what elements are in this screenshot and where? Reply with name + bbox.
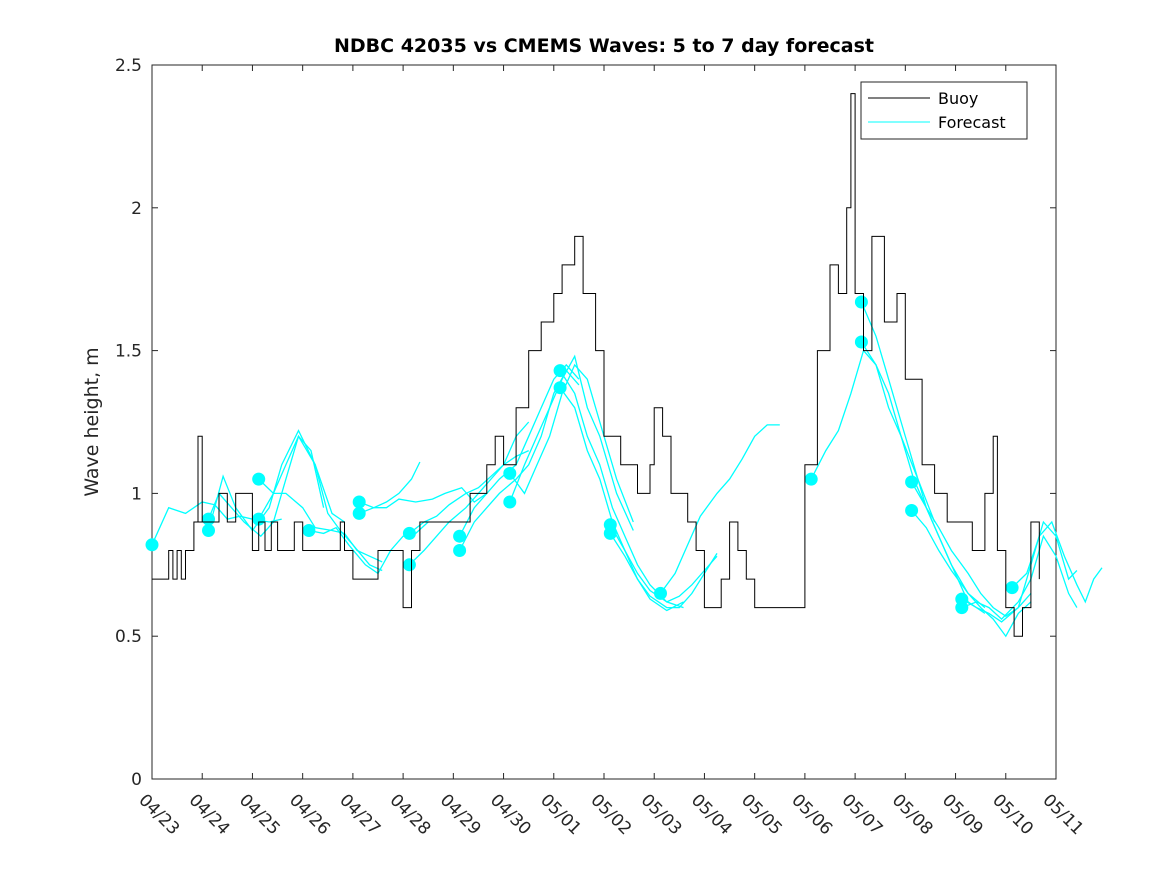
forecast-line xyxy=(509,363,634,523)
forecast-line xyxy=(559,387,684,612)
forecast-line xyxy=(911,510,1032,638)
forecast-line xyxy=(408,421,530,566)
y-axis-label: Wave height, m xyxy=(81,347,103,496)
series-layer xyxy=(145,93,1103,638)
forecast-start-marker xyxy=(503,495,517,509)
forecast-line xyxy=(358,486,488,515)
forecast-start-marker xyxy=(302,524,316,537)
forecast-line xyxy=(961,520,1078,623)
y-axis: 0 0.5 1 1.5 2 2.5 xyxy=(115,56,1056,790)
forecast-line xyxy=(911,481,1032,617)
legend-buoy-label: Buoy xyxy=(938,89,978,108)
forecast-start-marker xyxy=(453,529,467,543)
forecast-start-marker xyxy=(603,526,617,540)
chart-title: NDBC 42035 vs CMEMS Waves: 5 to 7 day fo… xyxy=(334,35,874,57)
forecast-line xyxy=(408,450,529,534)
forecast-start-marker xyxy=(503,466,517,480)
forecast-start-marker xyxy=(654,586,667,600)
y-tick-label: 2.5 xyxy=(115,56,142,76)
forecast-start-marker xyxy=(905,475,919,489)
forecast-line xyxy=(358,461,421,509)
forecast-line xyxy=(810,349,936,523)
forecast-start-marker xyxy=(402,526,416,540)
forecast-line xyxy=(659,424,780,594)
forecast-line xyxy=(609,524,718,603)
y-tick-label: 1.5 xyxy=(115,342,142,362)
forecast-start-marker xyxy=(905,504,919,517)
forecast-start-marker xyxy=(1005,581,1019,595)
y-tick-label: 1 xyxy=(131,484,142,504)
forecast-start-marker xyxy=(202,524,215,537)
forecast-start-marker xyxy=(553,381,567,395)
forecast-line xyxy=(860,341,986,614)
legend: Buoy Forecast xyxy=(860,81,1028,140)
plot-area: 00.511.522.5 04/23 04/24 04/25 04/26 04/27 04… xyxy=(115,56,1103,839)
forecast-start-marker xyxy=(854,335,868,349)
forecast-start-marker xyxy=(352,506,366,520)
legend-box xyxy=(860,81,1028,140)
buoy-line xyxy=(152,93,1040,637)
forecast-line xyxy=(860,301,986,609)
forecast-start-marker xyxy=(252,472,266,486)
y-tick-label: 2 xyxy=(131,199,142,219)
forecast-start-marker xyxy=(553,364,567,378)
forecast-line xyxy=(258,434,383,572)
legend-forecast-label: Forecast xyxy=(938,113,1006,132)
forecast-line xyxy=(509,354,634,531)
forecast-start-marker xyxy=(402,558,416,572)
forecast-line xyxy=(207,429,345,532)
forecast-start-marker xyxy=(804,472,818,486)
forecast-start-marker xyxy=(955,601,969,615)
forecast-start-marker xyxy=(202,512,215,526)
forecast-start-marker xyxy=(854,295,868,309)
forecast-line xyxy=(961,534,1078,621)
y-tick-label: 0 xyxy=(131,770,142,790)
forecast-start-marker xyxy=(453,544,467,557)
y-tick-label: 0.5 xyxy=(115,627,142,647)
forecast-start-marker xyxy=(352,495,366,509)
forecast-start-marker xyxy=(145,538,159,552)
forecast-line xyxy=(609,533,718,609)
forecast-line xyxy=(258,478,383,563)
